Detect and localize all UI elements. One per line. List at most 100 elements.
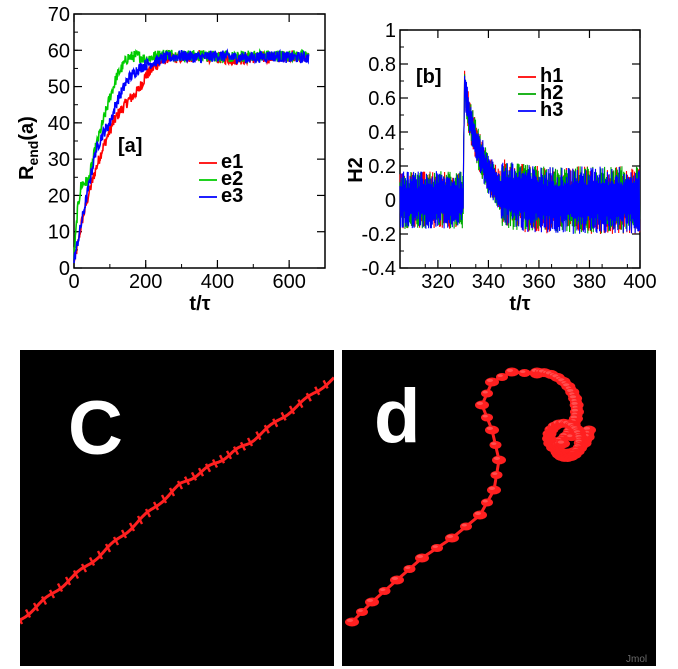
chain-d-bead [485, 425, 499, 435]
chain-d-bead [365, 597, 379, 607]
chain-c-bead [211, 458, 219, 469]
chain-c-bead [280, 411, 287, 421]
chain-c-bead [272, 418, 279, 428]
b-legend-label: h1 [540, 65, 563, 87]
b-xtick-label: 360 [522, 271, 555, 293]
a-legend-label: e2 [221, 168, 243, 190]
chain-d-bead-highlight [486, 378, 494, 382]
b-xlabel: t/τ [509, 293, 530, 315]
chain-d-bead-highlight [482, 390, 488, 394]
chain-d-bead [505, 367, 519, 377]
chain-d-bead-highlight [571, 408, 579, 412]
b-ytick-label: 0.8 [368, 54, 396, 76]
a-ytick-label: 70 [48, 4, 70, 26]
a-panel-label: [a] [118, 135, 142, 157]
chain-c-bead [183, 476, 191, 486]
b-ytick-label: -0.2 [362, 224, 396, 246]
chain-d-bead-highlight [482, 414, 488, 418]
chain-d-bead-highlight [391, 576, 399, 580]
panel-c: C [20, 350, 334, 666]
b-legend-label: h2 [540, 82, 563, 104]
chain-c-bead [225, 450, 233, 460]
chain-d-bead-highlight [482, 499, 488, 503]
chain-d-bead [460, 522, 472, 531]
chain-d-bead-highlight [570, 415, 578, 419]
chain-d-bead [556, 439, 571, 449]
panel-label-d: d [374, 374, 420, 459]
chain-d-bead-highlight [461, 523, 467, 527]
a-ytick-label: 40 [48, 113, 70, 135]
chain-c-bead [136, 515, 144, 525]
chain-d-bead [481, 413, 493, 422]
chain-c-bead [204, 463, 212, 473]
panel-d: d Jmol [342, 350, 656, 666]
chain-d-bead [492, 455, 506, 465]
a-ytick-label: 60 [48, 40, 70, 62]
chain-c-bead [152, 501, 160, 511]
chain-c-bead [96, 550, 104, 560]
chain-c-bead [40, 595, 48, 606]
chain-c-bead [160, 494, 168, 504]
panel-label-c: C [68, 386, 123, 471]
jmol-watermark: Jmol [626, 654, 647, 665]
chain-c-bead [120, 529, 128, 539]
chain-c-bead [144, 508, 152, 518]
chain-c-bead [88, 556, 96, 567]
chain-d-bead-highlight [557, 440, 565, 444]
chain-c-bead [314, 386, 321, 396]
chain-d-bead [481, 389, 493, 398]
chain-c-bead [72, 569, 80, 580]
chain-c-bead [104, 543, 112, 553]
chain-d-bead [489, 441, 502, 449]
chain-d-bead-highlight [492, 472, 498, 475]
chain-d-bead-highlight [488, 486, 496, 490]
chain-d-bead [487, 485, 501, 495]
chain-c-bead [297, 399, 304, 409]
chain-c-bead [288, 405, 296, 415]
chain-c-bead [176, 480, 184, 490]
polymer-chain-helix [345, 367, 596, 627]
chain-d-bead [356, 608, 368, 616]
a-legend-label: e1 [221, 151, 243, 173]
chain-d-bead-highlight [493, 456, 501, 460]
a-ytick-label: 50 [48, 77, 70, 99]
a-series-e1 [73, 49, 310, 262]
b-ylabel: H2 [345, 157, 367, 183]
chain-d-bead-highlight [567, 388, 574, 393]
a-legend-label: e3 [221, 185, 243, 207]
b-xtick-label: 340 [472, 271, 505, 293]
chain-d-bead [481, 498, 493, 507]
chain-d-bead-highlight [583, 426, 591, 430]
a-ytick-label: 30 [48, 149, 70, 171]
chain-d-bead-highlight [491, 442, 497, 445]
chain-c-bead [239, 441, 247, 451]
chain-c-bead [20, 617, 24, 625]
chain-c-bead [190, 471, 198, 481]
chain-d-bead-highlight [497, 374, 503, 377]
chain-c-bead [218, 454, 226, 464]
chain-d-bead [345, 617, 359, 627]
chart-b: 320 340 360 380 400 -0.4 -0.2 0 0.2 0.4 0.6 0.8 1 [b]… [345, 20, 657, 315]
chain-c-bead [128, 522, 136, 532]
chain-d-bead-highlight [416, 554, 424, 558]
chain-d-bead-highlight [571, 401, 578, 406]
chain-d-bead-highlight [432, 545, 438, 548]
a-ytick-label: 20 [48, 185, 70, 207]
a-xtick-label: 600 [272, 271, 305, 293]
b-ytick-label: 0.2 [368, 156, 396, 178]
a-ytick-label: 0 [59, 258, 70, 280]
a-xtick-label: 0 [68, 271, 79, 293]
chain-c-bead [255, 431, 262, 441]
chain-d-bead [490, 471, 503, 479]
chain-c-bead [246, 437, 254, 447]
a-ytick-label: 10 [48, 222, 70, 244]
b-ytick-label: 1 [385, 20, 396, 42]
chain-d-bead [415, 553, 429, 563]
chain-d-bead-highlight [506, 368, 514, 372]
chain-d-bead-highlight [567, 434, 573, 438]
chain-d-bead-highlight [446, 534, 454, 538]
chain-d-bead-highlight [366, 598, 374, 602]
chain-d-bead [518, 369, 531, 377]
b-xtick-label: 320 [421, 271, 454, 293]
